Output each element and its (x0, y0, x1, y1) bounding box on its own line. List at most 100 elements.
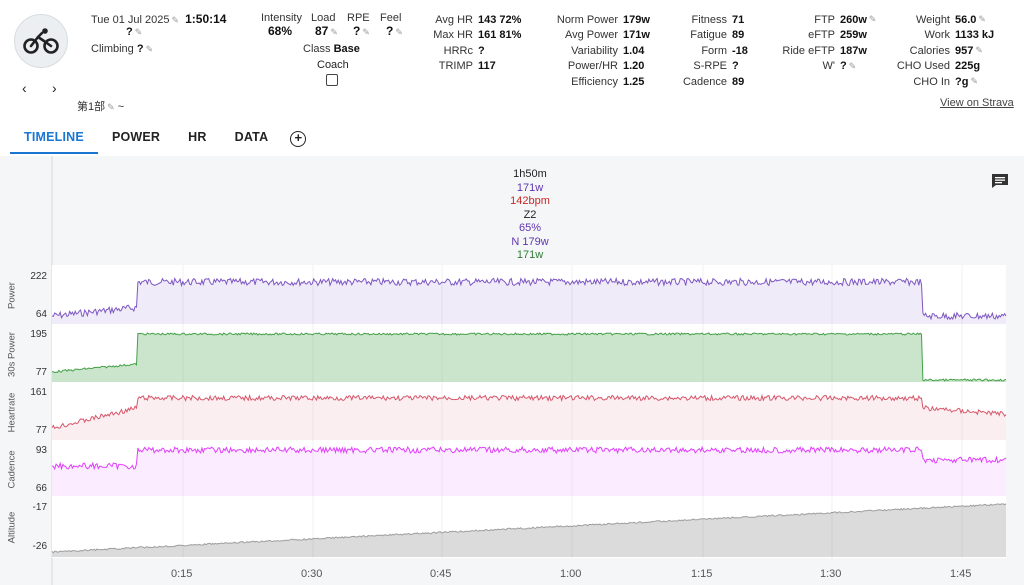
view-on-strava-link[interactable]: View on Strava (940, 97, 1014, 109)
power-metric-label: Avg Power (565, 29, 618, 42)
power30-y-min: 77 (35, 367, 47, 378)
heartrate-panel-bg (52, 384, 1006, 441)
climbing-label: Climbing (91, 43, 134, 55)
hr-metric-row: HRRc? (420, 43, 521, 59)
edit-feel-icon[interactable]: ✎ (395, 27, 403, 37)
hr-metric-value: 143 72% (478, 13, 522, 26)
edit-icon[interactable]: ✎ (970, 76, 978, 87)
body-metric-value: 225g (955, 60, 981, 73)
rpe-value[interactable]: ? (353, 24, 361, 38)
body-metric-row: Weight 56.0 ✎ (890, 12, 994, 28)
ftp-metric-row: W'? ✎ (772, 59, 876, 75)
power30-y-max: 195 (30, 329, 47, 340)
tab-timeline[interactable]: TIMELINE (10, 124, 98, 154)
power-metric-row: Variability 1.04 (540, 43, 650, 59)
fitness-metric-row: Fatigue 89 (672, 28, 748, 44)
body-metric-label: Work (924, 29, 950, 42)
body-metric-row: Calories 957 ✎ (890, 43, 994, 59)
summary-30s-power: 171w (516, 249, 544, 261)
cadence-trace-line (51, 445, 1007, 471)
body-metrics-column: Weight 56.0 ✎ Work 1133 kJ Calories 957 ✎ CHO Us… (890, 12, 994, 90)
fitness-metric-label: S-RPE (693, 60, 727, 73)
hr-metric-label: TRIMP (438, 60, 473, 73)
altitude-y-min: -26 (32, 541, 47, 552)
activity-name[interactable]: 第1部 (77, 101, 106, 113)
power-metric-value: 179w (623, 13, 650, 26)
ftp-metric-label: eFTP (808, 29, 835, 42)
edit-name-icon[interactable]: ✎ (107, 102, 115, 112)
power-metric-row: Avg Power 171w (540, 28, 650, 44)
edit-date-icon[interactable]: ✎ (171, 15, 180, 25)
edit-climbing-icon[interactable]: ✎ (145, 44, 154, 54)
timeline-chart[interactable] (0, 156, 1024, 585)
heartrate-trace-area (52, 395, 1006, 440)
power-metric-value: 1.20 (623, 60, 645, 73)
ftp-metric-label: W' (822, 60, 835, 73)
add-tab-icon[interactable]: + (290, 131, 307, 147)
fitness-metric-label: Fitness (691, 13, 727, 26)
feel-value[interactable]: ? (386, 24, 394, 38)
feel-label: Feel (380, 12, 402, 24)
ftp-metric-value: 187w (840, 44, 867, 57)
body-metric-label: Weight (915, 13, 950, 26)
power-metric-label: Norm Power (556, 13, 618, 26)
edit-icon[interactable]: ✎ (978, 14, 986, 25)
power-metrics-column: Norm Power 179w Avg Power 171w Variability 1.… (540, 12, 650, 90)
activity-type-avatar (14, 14, 68, 68)
fitness-metric-label: Cadence (682, 75, 727, 88)
power-metric-row: Norm Power 179w (540, 12, 650, 28)
fitness-metric-value: 71 (732, 13, 745, 26)
previous-activity-arrow-icon[interactable]: ‹ (22, 80, 27, 96)
fitness-metric-row: Fitness 71 (672, 12, 748, 28)
activity-name-row: 第1部 ✎ ~ (77, 98, 124, 114)
body-metric-row: Work 1133 kJ (890, 28, 995, 44)
edit-load-icon[interactable]: ✎ (330, 27, 338, 37)
power-y-min: 64 (35, 309, 47, 320)
power-metric-value: 1.04 (623, 44, 645, 57)
class-metric: Class Base (303, 43, 360, 55)
edit-rpe-icon[interactable]: ✎ (362, 27, 370, 37)
feel-metric: Feel ? ✎ (380, 12, 403, 38)
x-tick-label: 1:00 (560, 568, 582, 580)
edit-icon[interactable]: ✎ (868, 14, 877, 25)
tab-data[interactable]: DATA (234, 130, 269, 144)
summary-intensity: 65% (518, 222, 542, 234)
cadence-y-min: 66 (35, 483, 47, 494)
activity-date[interactable]: Tue 01 Jul 2025 (91, 14, 170, 26)
activity-tabs: TIMELINE POWER HR DATA + (10, 124, 307, 154)
activity-title-value[interactable]: ? (126, 26, 133, 38)
summary-zone: Z2 (523, 208, 537, 221)
class-label: Class (303, 43, 331, 55)
cadence-trace-area (52, 447, 1006, 496)
intensity-label: Intensity (261, 12, 302, 24)
rpe-metric: RPE ? ✎ (347, 12, 370, 38)
next-activity-arrow-icon[interactable]: › (52, 80, 57, 96)
x-tick-label: 0:30 (301, 568, 323, 580)
edit-icon[interactable]: ✎ (975, 45, 983, 56)
body-metric-label: CHO In (913, 75, 950, 88)
load-value[interactable]: 87 (315, 24, 329, 38)
power-metric-label: Efficiency (571, 75, 618, 88)
body-metric-label: Calories (909, 44, 950, 57)
body-metric-value: ?g (955, 75, 969, 88)
tab-power[interactable]: POWER (111, 130, 161, 144)
hr-metric-row: Avg HR 143 72% (420, 12, 521, 28)
tab-hr[interactable]: HR (188, 130, 207, 144)
cadence-panel-label: Cadence (6, 450, 18, 489)
class-value[interactable]: Base (333, 43, 360, 55)
climbing-value[interactable]: ? (136, 43, 144, 55)
comment-icon[interactable] (991, 173, 1009, 189)
altitude-panel-label: Altitude (6, 511, 18, 544)
fitness-metric-row: Form -18 (672, 43, 748, 59)
x-tick-label: 0:45 (430, 568, 452, 580)
hr-metric-value: 117 (478, 60, 496, 73)
bicycle-icon (23, 28, 59, 54)
coach-checkbox[interactable] (326, 74, 338, 86)
power-panel-bg (52, 265, 1006, 325)
edit-title-icon[interactable]: ✎ (134, 27, 143, 37)
edit-icon[interactable]: ✎ (848, 60, 857, 71)
hr-metric-value: ? (478, 44, 485, 57)
power-metric-row: Efficiency 1.25 (540, 74, 650, 90)
power-metric-label: Power/HR (567, 60, 618, 73)
hr-metric-label: Avg HR (435, 13, 473, 26)
